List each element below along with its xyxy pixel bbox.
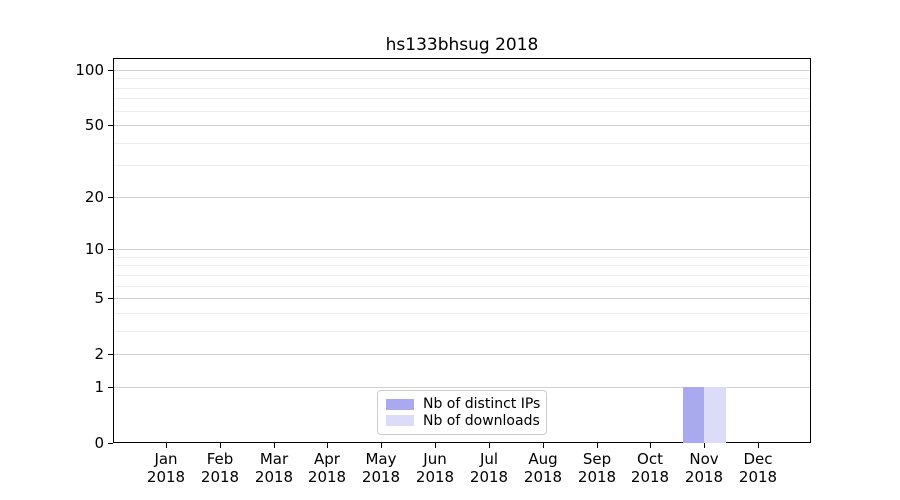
y-tick-0 (108, 443, 113, 444)
major-gridline-100 (114, 70, 810, 71)
y-tick-label-5: 5 (94, 289, 104, 307)
minor-gridline-90 (114, 78, 810, 80)
minor-gridline-70 (114, 98, 810, 100)
x-tick-jul (489, 443, 490, 448)
y-tick-label-100: 100 (75, 61, 104, 79)
x-tick-month: May (365, 450, 397, 468)
x-tick-nov (704, 443, 705, 448)
y-tick-label-2: 2 (94, 345, 104, 363)
minor-gridline-9 (114, 256, 810, 258)
minor-gridline-60 (114, 110, 810, 112)
bar-nb-of-distinct-ips-nov (682, 386, 705, 443)
x-tick-month: Feb (206, 450, 234, 468)
x-tick-label-mar: Mar 2018 (242, 450, 306, 486)
x-tick-month: Jul (479, 450, 499, 468)
x-tick-year: 2018 (577, 468, 617, 486)
x-tick-label-aug: Aug 2018 (511, 450, 575, 486)
x-tick-label-dec: Dec 2018 (726, 450, 790, 486)
x-tick-year: 2018 (469, 468, 509, 486)
x-tick-label-oct: Oct 2018 (618, 450, 682, 486)
x-tick-year: 2018 (146, 468, 186, 486)
plot-area (113, 58, 811, 443)
x-tick-year: 2018 (630, 468, 670, 486)
x-tick-month: Dec (743, 450, 773, 468)
y-tick-label-10: 10 (84, 240, 104, 258)
x-tick-apr (327, 443, 328, 448)
minor-gridline-30 (114, 165, 810, 167)
x-tick-label-may: May 2018 (349, 450, 413, 486)
x-tick-label-apr: Apr 2018 (295, 450, 359, 486)
legend-label-0: Nb of distinct IPs (423, 396, 541, 413)
x-tick-feb (220, 443, 221, 448)
y-tick-2 (108, 354, 113, 355)
x-tick-month: Aug (528, 450, 558, 468)
chart-title: hs133bhsug 2018 (385, 35, 539, 55)
x-tick-year: 2018 (254, 468, 294, 486)
legend-row-1: Nb of downloads (386, 412, 540, 429)
minor-gridline-3 (114, 330, 810, 332)
major-gridline-50 (114, 125, 810, 127)
x-tick-label-nov: Nov 2018 (672, 450, 736, 486)
x-tick-year: 2018 (200, 468, 240, 486)
x-tick-year: 2018 (684, 468, 724, 486)
x-tick-jun (435, 443, 436, 448)
x-tick-sep (597, 443, 598, 448)
x-tick-month: Apr (314, 450, 340, 468)
x-tick-may (381, 443, 382, 448)
x-tick-year: 2018 (415, 468, 455, 486)
legend-swatch-1 (386, 415, 414, 427)
x-tick-month: Jan (154, 450, 178, 468)
y-tick-10 (108, 249, 113, 250)
y-tick-50 (108, 125, 113, 126)
major-gridline-5 (114, 298, 810, 300)
minor-gridline-6 (114, 285, 810, 287)
minor-gridline-7 (114, 274, 810, 276)
x-tick-month: Sep (582, 450, 612, 468)
x-tick-label-sep: Sep 2018 (565, 450, 629, 486)
x-tick-year: 2018 (738, 468, 778, 486)
x-tick-label-feb: Feb 2018 (188, 450, 252, 486)
minor-gridline-80 (114, 87, 810, 89)
major-gridline-20 (114, 196, 810, 198)
x-tick-month: Jun (423, 450, 447, 468)
y-tick-label-20: 20 (84, 188, 104, 206)
y-tick-20 (108, 197, 113, 198)
y-tick-label-50: 50 (84, 116, 104, 134)
legend-row-0: Nb of distinct IPs (386, 396, 541, 413)
x-tick-month: Nov (689, 450, 719, 468)
x-tick-month: Oct (637, 450, 663, 468)
x-tick-month: Mar (259, 450, 289, 468)
major-gridline-1 (114, 386, 810, 388)
x-tick-oct (650, 443, 651, 448)
y-tick-5 (108, 298, 113, 299)
y-tick-label-0: 0 (94, 434, 104, 452)
y-tick-100 (108, 70, 113, 71)
x-tick-label-jan: Jan 2018 (134, 450, 198, 486)
minor-gridline-8 (114, 265, 810, 267)
y-tick-label-1: 1 (94, 378, 104, 396)
minor-gridline-40 (114, 142, 810, 144)
x-tick-jan (166, 443, 167, 448)
x-tick-year: 2018 (523, 468, 563, 486)
x-tick-dec (758, 443, 759, 448)
x-tick-aug (543, 443, 544, 448)
bar-nb-of-downloads-nov (704, 386, 726, 443)
x-tick-year: 2018 (361, 468, 401, 486)
minor-gridline-4 (114, 312, 810, 314)
x-tick-label-jul: Jul 2018 (457, 450, 521, 486)
major-gridline-10 (114, 249, 810, 251)
x-tick-label-jun: Jun 2018 (403, 450, 467, 486)
x-tick-mar (274, 443, 275, 448)
y-tick-1 (108, 387, 113, 388)
major-gridline-2 (114, 354, 810, 356)
legend: Nb of distinct IPs Nb of downloads (377, 390, 547, 435)
x-tick-year: 2018 (307, 468, 347, 486)
legend-label-1: Nb of downloads (423, 412, 540, 429)
legend-swatch-0 (386, 398, 414, 410)
